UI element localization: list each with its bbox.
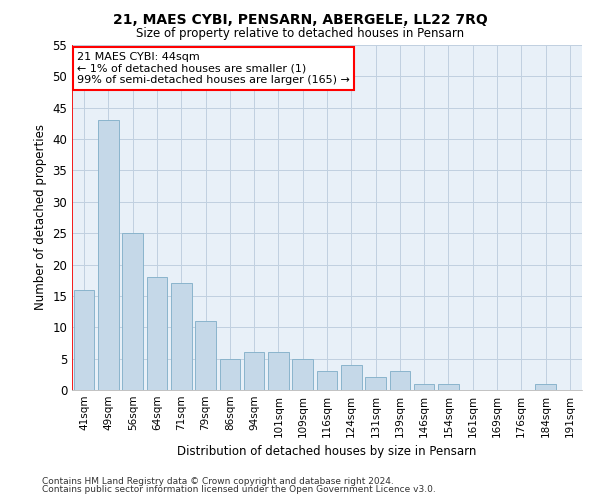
Text: Contains HM Land Registry data © Crown copyright and database right 2024.: Contains HM Land Registry data © Crown c… (42, 477, 394, 486)
Bar (268, 352, 289, 390)
Text: 21 MAES CYBI: 44sqm
← 1% of detached houses are smaller (1)
99% of semi-detached: 21 MAES CYBI: 44sqm ← 1% of detached hou… (77, 52, 350, 85)
Bar (535, 384, 556, 390)
Bar (98, 120, 119, 390)
Bar (74, 290, 94, 390)
Y-axis label: Number of detached properties: Number of detached properties (34, 124, 47, 310)
Bar (244, 352, 265, 390)
Text: Contains public sector information licensed under the Open Government Licence v3: Contains public sector information licen… (42, 485, 436, 494)
Text: 21, MAES CYBI, PENSARN, ABERGELE, LL22 7RQ: 21, MAES CYBI, PENSARN, ABERGELE, LL22 7… (113, 12, 487, 26)
Bar (317, 371, 337, 390)
Bar (146, 277, 167, 390)
Bar (195, 321, 216, 390)
Bar (292, 358, 313, 390)
Bar (122, 233, 143, 390)
Bar (414, 384, 434, 390)
Bar (171, 284, 191, 390)
Bar (220, 358, 240, 390)
Bar (389, 371, 410, 390)
Text: Size of property relative to detached houses in Pensarn: Size of property relative to detached ho… (136, 28, 464, 40)
X-axis label: Distribution of detached houses by size in Pensarn: Distribution of detached houses by size … (178, 446, 476, 458)
Bar (341, 365, 362, 390)
Bar (438, 384, 459, 390)
Bar (365, 378, 386, 390)
